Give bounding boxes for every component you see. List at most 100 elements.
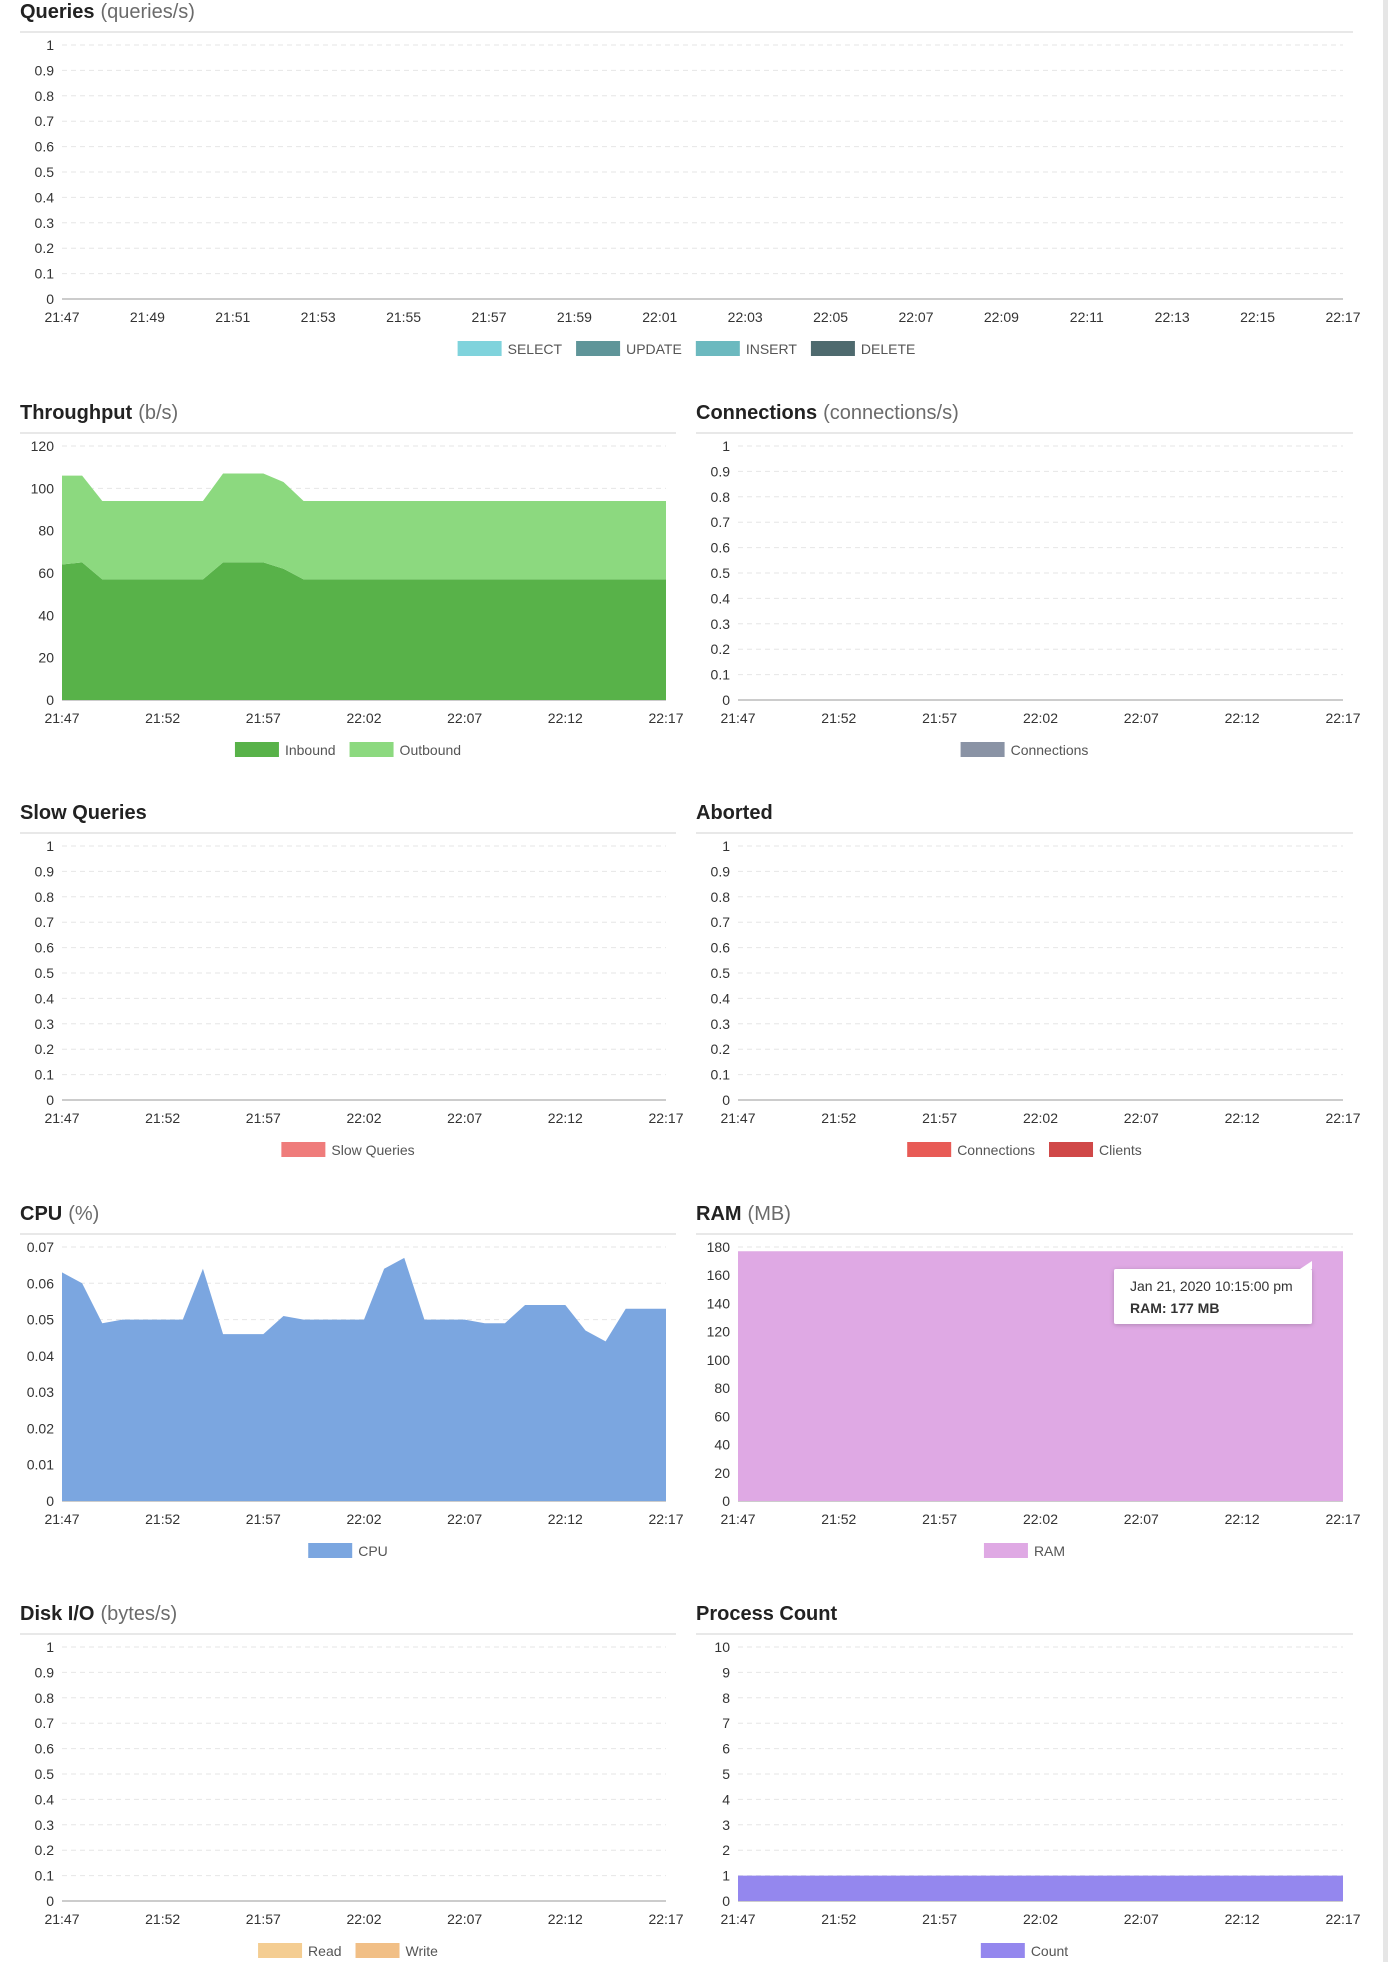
chart-title: Connections (connections/s)	[696, 402, 959, 424]
x-tick-label: 22:12	[548, 710, 583, 726]
x-tick-label: 21:57	[922, 710, 957, 726]
legend: Inbound Outbound	[234, 742, 462, 758]
x-tick-label: 22:12	[1225, 1911, 1260, 1927]
x-tick-label: 22:05	[813, 309, 848, 325]
y-tick-label: 1	[722, 838, 730, 854]
tooltip-label: RAM: 177 MB	[1130, 1300, 1219, 1316]
y-tick-label: 1	[722, 1868, 730, 1884]
tooltip-box	[1114, 1269, 1312, 1324]
legend: RAM	[983, 1543, 1065, 1559]
chart-panel: Disk I/O (bytes/s) 0 0.1 0.2 0.3 0.4 0.5 0.6 0.7 0…	[20, 1603, 684, 1959]
y-tick-label: 0.8	[711, 889, 731, 905]
y-tick-label: 120	[31, 438, 55, 454]
x-tick-label: 22:17	[1325, 1110, 1360, 1126]
y-tick-label: 0	[46, 1893, 54, 1909]
y-tick-label: 0.03	[27, 1384, 54, 1400]
legend-label: RAM	[1034, 1543, 1065, 1559]
x-tick-label: 21:52	[145, 1110, 180, 1126]
legend-item: Clients	[1049, 1142, 1142, 1158]
y-tick-label: 0	[722, 1493, 730, 1509]
legend-item: INSERT	[695, 341, 798, 357]
y-tick-label: 0.1	[711, 1067, 731, 1083]
y-tick-label: 10	[714, 1639, 730, 1655]
chart-panel: Connections (connections/s) 0 0.1 0.2 0.3 0.4 0…	[696, 402, 1361, 758]
x-tick-label: 22:02	[1023, 1511, 1058, 1527]
y-tick-label: 60	[714, 1408, 730, 1424]
y-tick-label: 0	[46, 692, 54, 708]
y-tick-label: 120	[707, 1324, 731, 1340]
y-tick-label: 80	[38, 523, 54, 539]
legend-swatch	[281, 1142, 326, 1157]
x-tick-label: 22:07	[1124, 710, 1159, 726]
legend-swatch	[980, 1943, 1025, 1958]
legend-swatch	[695, 341, 740, 356]
x-tick-label: 22:03	[728, 309, 763, 325]
x-tick-label: 21:57	[922, 1911, 957, 1927]
x-tick-label: 22:07	[447, 1511, 482, 1527]
tooltip-title: Jan 21, 2020 10:15:00 pm	[1130, 1278, 1293, 1294]
legend-swatch	[355, 1943, 400, 1958]
x-tick-label: 21:52	[821, 1511, 856, 1527]
legend: Slow Queries	[281, 1142, 415, 1158]
legend: SELECT UPDATE INSERT DELETE	[457, 341, 915, 357]
legend: Count	[980, 1943, 1068, 1959]
title-text: Aborted	[696, 802, 773, 824]
y-tick-label: 0.6	[35, 139, 55, 155]
y-tick-label: 7	[722, 1715, 730, 1731]
y-tick-label: 0.9	[711, 463, 731, 479]
legend-swatch	[258, 1943, 303, 1958]
legend: CPU	[308, 1543, 388, 1559]
x-tick-label: 22:15	[1240, 309, 1275, 325]
title-text: RAM	[696, 1203, 742, 1225]
x-tick-label: 21:52	[821, 1911, 856, 1927]
y-tick-label: 20	[38, 650, 54, 666]
y-tick-label: 3	[722, 1817, 730, 1833]
legend-label: INSERT	[746, 341, 798, 357]
chart-title: RAM (MB)	[696, 1203, 791, 1225]
y-tick-label: 0.5	[35, 1766, 55, 1782]
y-tick-label: 0.5	[35, 965, 55, 981]
x-tick-label: 21:57	[246, 1110, 281, 1126]
area	[62, 473, 666, 580]
title-text: Connections	[696, 402, 817, 424]
x-tick-label: 21:55	[386, 309, 421, 325]
title-unit: (bytes/s)	[100, 1603, 177, 1625]
y-tick-label: 0	[46, 291, 54, 307]
x-tick-label: 22:07	[1124, 1511, 1159, 1527]
legend-swatch	[1049, 1142, 1094, 1157]
x-tick-label: 21:57	[471, 309, 506, 325]
legend-label: Outbound	[400, 742, 462, 758]
x-tick-label: 21:47	[44, 309, 79, 325]
chart-panel: Queries (queries/s) 0 0.1 0.2 0.3 0.4 0.5 0.6 0.7…	[20, 1, 1361, 357]
chart-title: Process Count	[696, 1603, 837, 1625]
y-tick-label: 0.2	[711, 1041, 731, 1057]
y-tick-label: 0.02	[27, 1420, 54, 1436]
legend-swatch	[576, 341, 621, 356]
y-tick-label: 0.4	[711, 990, 731, 1006]
title-unit: (connections/s)	[823, 402, 959, 424]
y-tick-label: 0.9	[711, 863, 731, 879]
y-tick-label: 0	[722, 1893, 730, 1909]
y-tick-label: 0.8	[35, 889, 55, 905]
title-unit: (MB)	[748, 1203, 791, 1225]
x-tick-label: 22:02	[1023, 710, 1058, 726]
x-tick-label: 21:47	[720, 1911, 755, 1927]
legend-item: RAM	[983, 1543, 1065, 1559]
y-tick-label: 0.3	[711, 616, 731, 632]
legend-item: Read	[258, 1943, 342, 1959]
y-tick-label: 0.3	[35, 215, 55, 231]
area	[62, 1257, 666, 1501]
y-tick-label: 0.7	[711, 914, 731, 930]
legend-label: Connections	[957, 1142, 1035, 1158]
x-tick-label: 21:57	[922, 1110, 957, 1126]
x-tick-label: 22:12	[1225, 1110, 1260, 1126]
legend-swatch	[960, 742, 1005, 757]
legend-label: Count	[1031, 1943, 1068, 1959]
legend-label: Inbound	[285, 742, 336, 758]
y-tick-label: 0.1	[35, 266, 55, 282]
y-tick-label: 0	[46, 1493, 54, 1509]
y-tick-label: 0.05	[27, 1312, 54, 1328]
y-tick-label: 0.06	[27, 1275, 54, 1291]
title-text: CPU	[20, 1203, 62, 1225]
